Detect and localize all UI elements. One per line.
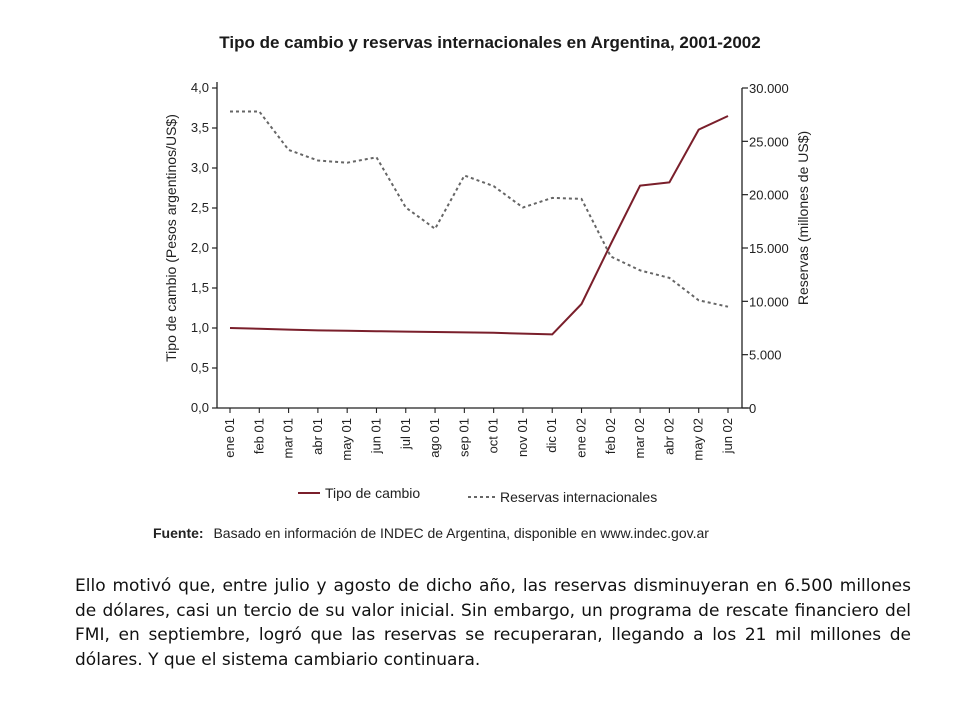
y-tick-label-left: 2,0: [191, 240, 209, 255]
source-note: Fuente: Basado en información de INDEC d…: [153, 525, 709, 541]
y-tick-label-left: 0,5: [191, 360, 209, 375]
y-tick-label-left: 0,0: [191, 400, 209, 415]
y-tick-label-right: 30.000: [749, 81, 789, 96]
x-tick-label: sep 01: [456, 418, 471, 457]
x-tick-label: feb 01: [251, 418, 266, 454]
x-tick-label: mar 02: [632, 418, 647, 458]
axes: [212, 82, 750, 413]
x-tick-label: may 01: [339, 418, 354, 461]
y-axis-label-left: Tipo de cambio (Pesos argentinos/US$): [163, 114, 179, 362]
legend: Tipo de cambio Reservas internacionales: [298, 485, 657, 505]
y-tick-label-left: 2,5: [191, 200, 209, 215]
y-tick-label-right: 15.000: [749, 241, 789, 256]
x-tick-label: jun 01: [368, 418, 383, 454]
y-tick-label-right: 25.000: [749, 134, 789, 149]
x-tick-label: ago 01: [427, 418, 442, 458]
x-tick-label: nov 01: [515, 418, 530, 457]
y-tick-label-right: 20.000: [749, 188, 789, 203]
x-tick-label: dic 01: [544, 418, 559, 453]
y-tick-label-left: 3,0: [191, 160, 209, 175]
caption-paragraph: Ello motivó que, entre julio y agosto de…: [75, 576, 911, 670]
y-tick-label-right: 5.000: [749, 348, 782, 363]
x-tick-label: jul 01: [398, 418, 413, 450]
y-axis-label-right: Reservas (millones de US$): [795, 131, 811, 305]
series: [229, 110, 729, 336]
series-line-tipo-de-cambio: [229, 115, 729, 336]
legend-label-tipo-de-cambio: Tipo de cambio: [325, 485, 420, 501]
y-tick-label-right: 0: [749, 401, 756, 416]
legend-label-reservas: Reservas internacionales: [500, 489, 657, 505]
y-tick-label-left: 4,0: [191, 80, 209, 95]
source-label: Fuente:: [153, 525, 204, 541]
y-tick-label-left: 1,5: [191, 280, 209, 295]
x-tick-label: feb 02: [603, 418, 618, 454]
series-line-reservas: [230, 110, 729, 308]
x-tick-label: abr 02: [661, 418, 676, 455]
source-text: Basado en información de INDEC de Argent…: [213, 525, 709, 541]
y-tick-label-left: 3,5: [191, 120, 209, 135]
chart-title: Tipo de cambio y reservas internacionale…: [219, 33, 760, 52]
chart: Tipo de cambio y reservas internacionale…: [153, 33, 811, 541]
x-tick-label: jun 02: [720, 418, 735, 454]
x-tick-label: oct 01: [486, 418, 501, 453]
x-tick-label: ene 02: [574, 418, 589, 458]
y-tick-label-left: 1,0: [191, 320, 209, 335]
x-tick-label: ene 01: [222, 418, 237, 458]
x-tick-label: abr 01: [310, 418, 325, 455]
y-tick-label-right: 10.000: [749, 294, 789, 309]
tick-labels: 0,0 0,5 1,0 1,5 2,0 2,5 3,0 3,5 4,0 0 5.000 10.000 1…: [191, 80, 789, 461]
x-tick-label: may 02: [691, 418, 706, 461]
x-tick-label: mar 01: [281, 418, 296, 458]
